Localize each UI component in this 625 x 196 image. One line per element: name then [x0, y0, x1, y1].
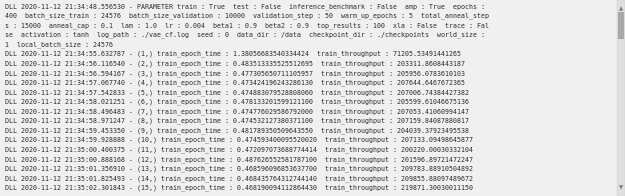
- Text: ▼: ▼: [619, 185, 623, 190]
- Text: ▲: ▲: [619, 6, 623, 11]
- Text: DLL 2020-11-12 21:35:01.356910 - (13,) train_epoch_time : 0.468596096853637700  : DLL 2020-11-12 21:35:01.356910 - (13,) t…: [5, 165, 473, 172]
- Text: 400  batch_size_train : 24576  batch_size_validation : 10000  validation_step : : 400 batch_size_train : 24576 batch_size_…: [5, 13, 489, 19]
- Text: 1  local_batch_size : 24576: 1 local_batch_size : 24576: [5, 41, 113, 48]
- Text: DLL 2020-11-12 21:35:00.400375 - (11,) train_epoch_time : 0.472097073688774414  : DLL 2020-11-12 21:35:00.400375 - (11,) t…: [5, 146, 473, 153]
- FancyBboxPatch shape: [618, 12, 624, 39]
- Text: DLL 2020-11-12 21:34:58.971247 - (8,) train_epoch_time : 0.474532127380371100  t: DLL 2020-11-12 21:34:58.971247 - (8,) tr…: [5, 118, 469, 124]
- Text: DLL 2020-11-12 21:34:48.556530 - PARAMETER train : True  test : False  inference: DLL 2020-11-12 21:34:48.556530 - PARAMET…: [5, 3, 485, 10]
- Text: DLL 2020-11-12 21:35:00.888168 - (12,) train_epoch_time : 0.487626552581787100  : DLL 2020-11-12 21:35:00.888168 - (12,) t…: [5, 156, 473, 162]
- Text: DLL 2020-11-12 21:34:58.021251 - (6,) train_epoch_time : 0.478133201599121100  t: DLL 2020-11-12 21:34:58.021251 - (6,) tr…: [5, 99, 469, 105]
- Text: DLL 2020-11-12 21:34:56.594167 - (3,) train_epoch_time : 0.477305650711105957  t: DLL 2020-11-12 21:34:56.594167 - (3,) tr…: [5, 70, 465, 76]
- Text: se  activation : tanh  log_path : ./vae_cf.log  seed : 0  data_dir : /data  chec: se activation : tanh log_path : ./vae_cf…: [5, 32, 485, 38]
- Text: DLL 2020-11-12 21:34:59.928888 - (10,) train_epoch_time : 0.474593400095520020  : DLL 2020-11-12 21:34:59.928888 - (10,) t…: [5, 137, 473, 143]
- Text: DLL 2020-11-12 21:34:58.496483 - (7,) train_epoch_time : 0.474776029586792000  t: DLL 2020-11-12 21:34:58.496483 - (7,) tr…: [5, 108, 469, 115]
- Text: s : 15000  anneal_cap : 0.1  lam : 1.0  lr : 0.004  beta1 : 0.9  beta2 : 0.9  to: s : 15000 anneal_cap : 0.1 lam : 1.0 lr …: [5, 22, 489, 29]
- Text: DLL 2020-11-12 21:34:57.067740 - (4,) train_epoch_time : 0.473424196243286130  t: DLL 2020-11-12 21:34:57.067740 - (4,) tr…: [5, 79, 465, 86]
- Text: DLL 2020-11-12 21:35:02.301843 - (15,) train_epoch_time : 0.468190094112864430  : DLL 2020-11-12 21:35:02.301843 - (15,) t…: [5, 185, 473, 191]
- Text: DLL 2020-11-12 21:34:59.453350 - (9,) train_epoch_time : 0.481789350509643550  t: DLL 2020-11-12 21:34:59.453350 - (9,) tr…: [5, 127, 469, 134]
- Text: DLL 2020-11-12 21:34:56.116540 - (2,) train_epoch_time : 0.483513335525512695  t: DLL 2020-11-12 21:34:56.116540 - (2,) tr…: [5, 60, 465, 67]
- Text: DLL 2020-11-12 21:34:57.542833 - (5,) train_epoch_time : 0.474883079528808060  t: DLL 2020-11-12 21:34:57.542833 - (5,) tr…: [5, 89, 469, 96]
- Text: DLL 2020-11-12 21:34:55.632787 - (1,) train_epoch_time : 1.38056683540334424  tr: DLL 2020-11-12 21:34:55.632787 - (1,) tr…: [5, 51, 461, 57]
- FancyBboxPatch shape: [618, 0, 625, 196]
- Text: DLL 2020-11-12 21:35:01.825493 - (14,) train_epoch_time : 0.468435764312744140  : DLL 2020-11-12 21:35:01.825493 - (14,) t…: [5, 175, 473, 182]
